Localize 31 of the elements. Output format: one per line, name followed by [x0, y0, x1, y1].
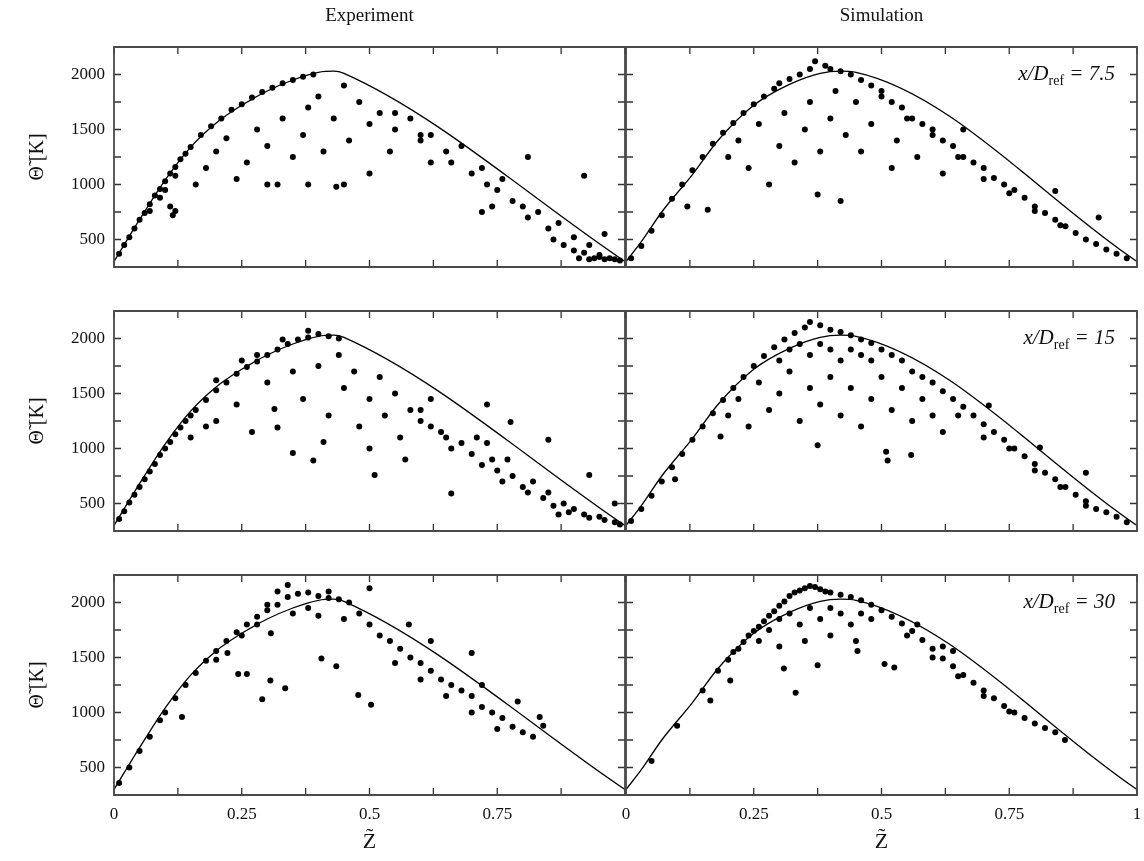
- y-tick-label: 500: [79, 756, 105, 776]
- annotation: x/D$_{ref}$ = 30: [1023, 589, 1115, 619]
- y-tick-label: 1500: [71, 118, 105, 138]
- x-tick-label: 0.75: [994, 803, 1025, 823]
- x-tick-label: 0.5: [870, 803, 893, 823]
- y-tick-label: 500: [79, 492, 105, 512]
- y-axis-title: Θ̃ [K]: [25, 661, 48, 709]
- y-tick-label: 1500: [71, 646, 105, 666]
- y-tick-label: 1000: [71, 701, 105, 721]
- y-tick-label: 2000: [71, 327, 105, 347]
- y-tick-label: 1500: [71, 382, 105, 402]
- x-axis-title: Z̃: [362, 827, 377, 853]
- y-axis-title: Θ̃ [K]: [25, 133, 48, 181]
- y-axis-title: Θ̃ [K]: [25, 397, 48, 445]
- y-tick-label: 2000: [71, 591, 105, 611]
- y-tick-label: 500: [79, 228, 105, 248]
- x-tick-label: 0.25: [226, 803, 257, 823]
- x-tick-label: 0.5: [358, 803, 381, 823]
- x-tick-label: 1: [1132, 803, 1142, 823]
- chart-title: Experiment: [325, 4, 414, 26]
- annotation: x/D$_{ref}$ = 7.5: [1018, 61, 1115, 91]
- y-tick-label: 1000: [71, 173, 105, 193]
- chart-title: Simulation: [839, 4, 924, 26]
- x-tick-label: 0.25: [738, 803, 769, 823]
- x-axis-title: Z̃: [874, 827, 889, 853]
- x-tick-label: 0: [109, 803, 119, 823]
- annotation: x/D$_{ref}$ = 15: [1023, 325, 1115, 355]
- x-tick-label: 0: [621, 803, 631, 823]
- y-tick-label: 2000: [71, 63, 105, 83]
- y-tick-label: 1000: [71, 437, 105, 457]
- x-tick-label: 0.75: [482, 803, 513, 823]
